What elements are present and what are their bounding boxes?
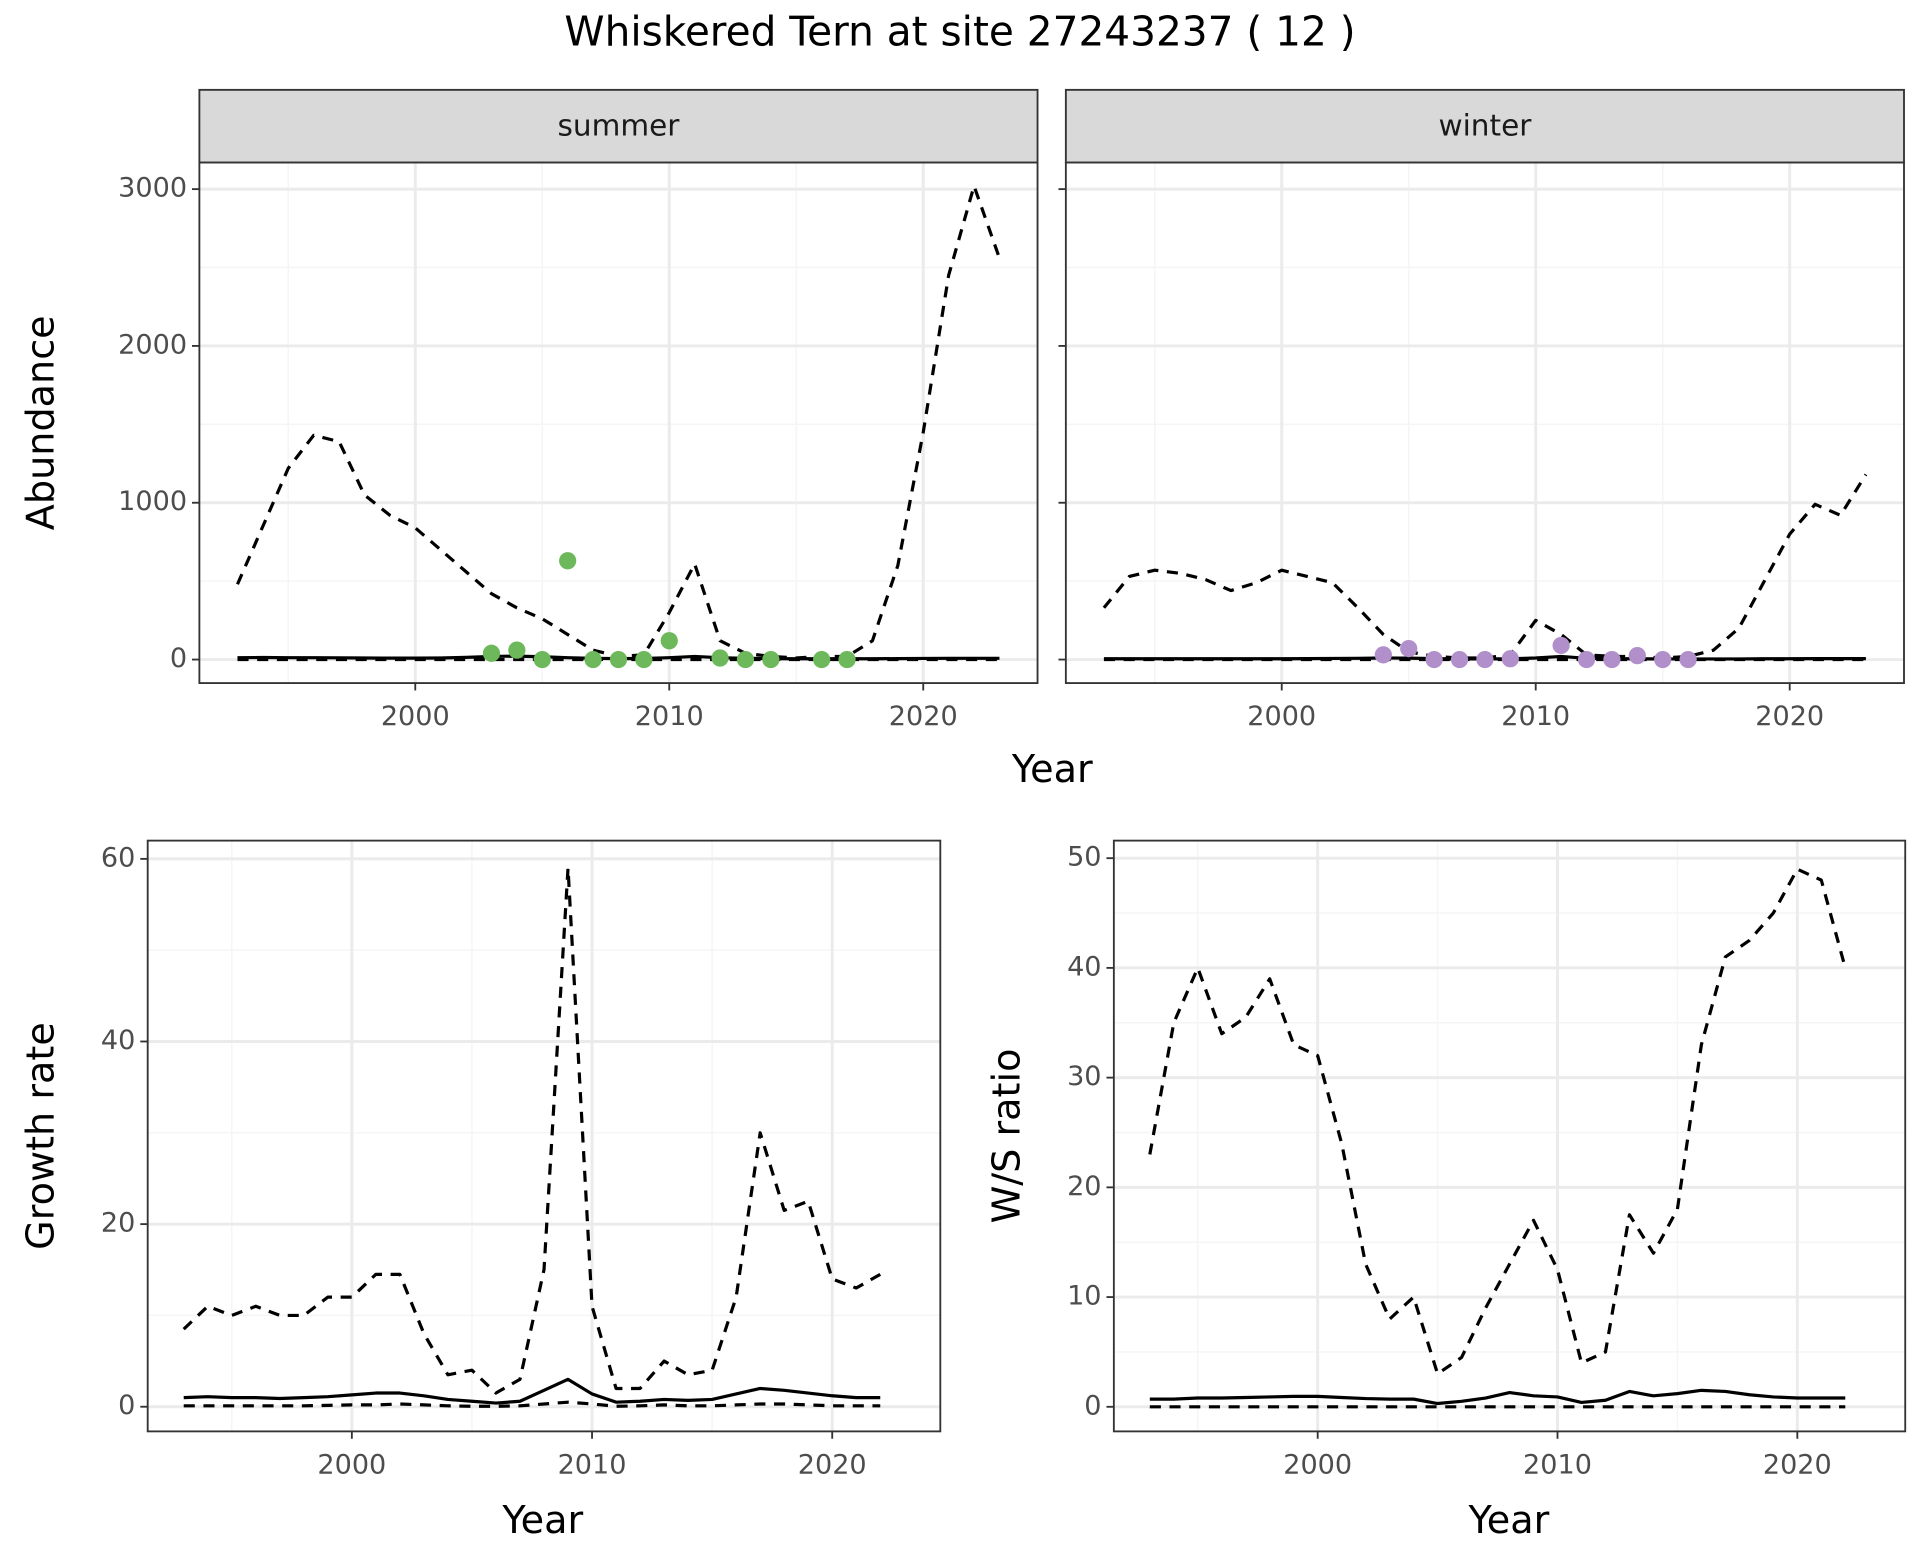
x-tick-label: 2010 bbox=[1501, 701, 1570, 732]
y-axis-title: Abundance bbox=[19, 315, 63, 530]
panel-background bbox=[147, 840, 941, 1432]
data-point bbox=[1552, 636, 1570, 655]
facet-label: summer bbox=[558, 108, 681, 142]
data-point bbox=[559, 552, 577, 570]
y-tick-label: 30 bbox=[1067, 1061, 1101, 1092]
data-point bbox=[508, 641, 526, 659]
x-tick-label: 2020 bbox=[798, 1449, 867, 1480]
x-axis-title: Year bbox=[501, 1498, 583, 1542]
y-tick-label: 0 bbox=[170, 643, 187, 674]
dashed-line bbox=[1148, 867, 1847, 1376]
data-point bbox=[584, 650, 602, 669]
x-tick-label: 2010 bbox=[635, 701, 704, 732]
y-axis-title: Growth rate bbox=[19, 1022, 63, 1250]
y-tick-label: 60 bbox=[101, 842, 135, 873]
solid-line bbox=[183, 1377, 881, 1405]
y-tick-label: 0 bbox=[1084, 1390, 1101, 1421]
x-tick-label: 2000 bbox=[317, 1449, 386, 1480]
data-point bbox=[1400, 639, 1418, 658]
x-axis-title: Year bbox=[1011, 747, 1093, 791]
x-tick-label: 2000 bbox=[381, 701, 450, 732]
data-point bbox=[1374, 646, 1392, 664]
data-point bbox=[1476, 650, 1494, 669]
x-tick-label: 2020 bbox=[889, 701, 958, 732]
x-axis-title: Year bbox=[1468, 1498, 1550, 1542]
y-tick-label: 1000 bbox=[118, 486, 187, 517]
data-point bbox=[813, 650, 831, 669]
data-point bbox=[762, 650, 780, 669]
y-tick-label: 20 bbox=[101, 1208, 135, 1239]
y-tick-label: 10 bbox=[1067, 1281, 1101, 1312]
dashed-line bbox=[183, 1400, 881, 1408]
facet-label: winter bbox=[1438, 108, 1532, 142]
data-point bbox=[1425, 650, 1443, 669]
data-point bbox=[1501, 650, 1519, 668]
data-point bbox=[609, 650, 628, 669]
data-point bbox=[711, 649, 729, 667]
x-tick-label: 2000 bbox=[1247, 701, 1316, 732]
facet-strip bbox=[198, 88, 1039, 164]
data-point bbox=[1654, 650, 1672, 669]
solid-line bbox=[1149, 1388, 1846, 1406]
y-tick-label: 40 bbox=[101, 1025, 135, 1056]
y-tick-label: 40 bbox=[1067, 951, 1101, 982]
data-point bbox=[1603, 650, 1621, 669]
panel-border bbox=[146, 839, 942, 1433]
data-point bbox=[1679, 650, 1697, 669]
y-tick-label: 50 bbox=[1067, 842, 1101, 873]
data-point bbox=[533, 650, 551, 669]
y-axis-title: W/S ratio bbox=[985, 1049, 1029, 1224]
dashed-line bbox=[182, 866, 882, 1395]
y-tick-label: 2000 bbox=[118, 329, 187, 360]
y-tick-label: 20 bbox=[1067, 1171, 1101, 1202]
data-point bbox=[736, 650, 755, 669]
facet-strip bbox=[1064, 88, 1905, 164]
figure-title: Whiskered Tern at site 27243237 ( 12 ) bbox=[564, 7, 1355, 55]
panel-border bbox=[1112, 839, 1907, 1433]
data-point bbox=[1577, 650, 1596, 669]
data-point bbox=[1628, 647, 1646, 665]
panel-background bbox=[199, 162, 1038, 684]
x-tick-label: 2020 bbox=[1755, 701, 1824, 732]
dashed-line bbox=[1102, 473, 1868, 660]
data-point bbox=[1450, 650, 1469, 669]
data-point bbox=[482, 644, 501, 662]
x-tick-label: 2010 bbox=[1523, 1449, 1592, 1480]
data-point bbox=[635, 650, 653, 669]
panel-background bbox=[1113, 840, 1906, 1432]
y-tick-label: 3000 bbox=[118, 173, 187, 204]
panel-background bbox=[1065, 162, 1904, 684]
y-tick-label: 0 bbox=[118, 1390, 135, 1421]
x-tick-label: 2000 bbox=[1283, 1449, 1352, 1480]
data-point bbox=[660, 632, 678, 650]
x-tick-label: 2010 bbox=[558, 1449, 627, 1480]
data-point bbox=[838, 650, 856, 669]
x-tick-label: 2020 bbox=[1763, 1449, 1832, 1480]
